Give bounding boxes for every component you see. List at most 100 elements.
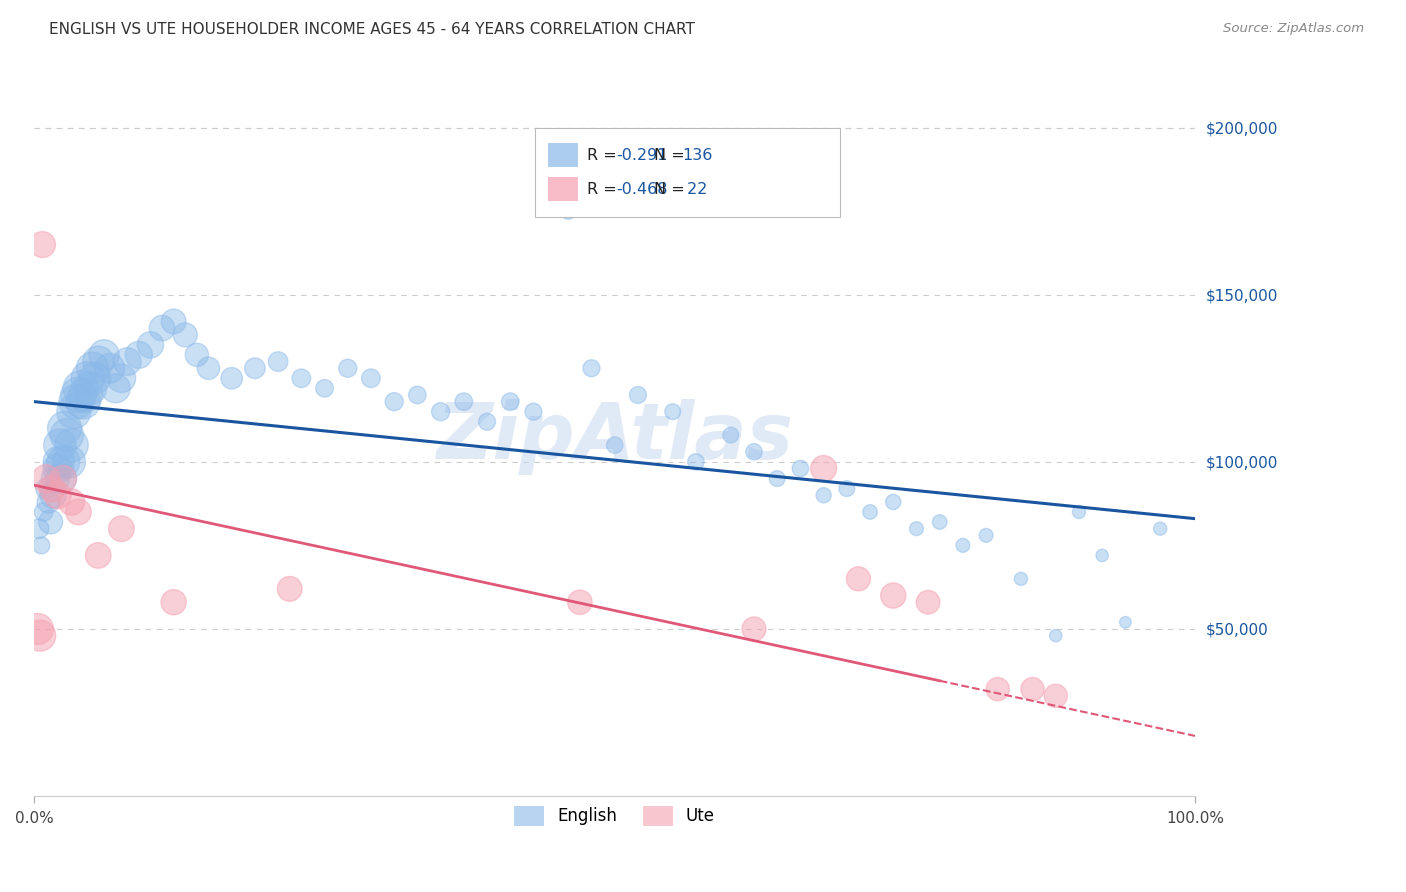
Point [882, 495, 904, 509]
Point [581, 361, 603, 376]
Point [336, 361, 359, 376]
Point [46, 488, 69, 502]
Point [603, 438, 626, 452]
Point [150, 321, 173, 335]
Legend: English, Ute: English, Ute [506, 797, 723, 835]
Text: 22: 22 [682, 182, 707, 197]
Point [48, 455, 70, 469]
Point [813, 488, 835, 502]
Point [952, 538, 974, 552]
Point [32, 505, 55, 519]
Point [72, 394, 94, 409]
Point [67, 388, 90, 402]
Point [1010, 572, 1032, 586]
Point [98, 361, 121, 376]
Point [406, 388, 429, 402]
Text: ZipAtlas: ZipAtlas [436, 399, 793, 475]
Point [110, 371, 132, 385]
Text: ENGLISH VS UTE HOUSEHOLDER INCOME AGES 45 - 64 YEARS CORRELATION CHART: ENGLISH VS UTE HOUSEHOLDER INCOME AGES 4… [49, 22, 695, 37]
Point [221, 371, 243, 385]
Point [41, 482, 63, 496]
Point [1045, 629, 1067, 643]
Point [499, 394, 522, 409]
Text: 136: 136 [682, 148, 713, 163]
Point [475, 415, 498, 429]
Point [69, 381, 91, 395]
Point [742, 445, 765, 459]
Text: R =: R = [588, 182, 621, 197]
Point [974, 528, 997, 542]
Point [813, 461, 835, 475]
Point [1021, 682, 1043, 697]
Point [139, 338, 162, 352]
Point [522, 405, 544, 419]
Point [30, 629, 52, 643]
Point [859, 505, 882, 519]
Point [46, 461, 69, 475]
Point [52, 455, 75, 469]
Point [37, 495, 59, 509]
Point [30, 538, 52, 552]
Point [987, 682, 1010, 697]
Point [93, 348, 115, 362]
Point [848, 572, 870, 586]
Text: N =: N = [654, 148, 690, 163]
Point [1067, 505, 1090, 519]
Point [104, 381, 127, 395]
Point [49, 471, 72, 485]
Point [110, 522, 132, 536]
Point [360, 371, 382, 385]
Point [928, 515, 950, 529]
Point [314, 381, 336, 395]
Text: -0.468: -0.468 [616, 182, 668, 197]
Point [267, 354, 290, 368]
Text: Source: ZipAtlas.com: Source: ZipAtlas.com [1223, 22, 1364, 36]
Point [882, 589, 904, 603]
Point [789, 461, 811, 475]
Point [278, 582, 301, 596]
Point [128, 348, 150, 362]
Point [115, 354, 138, 368]
Point [1045, 689, 1067, 703]
Point [63, 405, 86, 419]
Point [1114, 615, 1136, 630]
Point [685, 455, 707, 469]
Point [67, 505, 90, 519]
Point [87, 549, 110, 563]
Point [382, 394, 405, 409]
Point [75, 388, 97, 402]
Point [174, 327, 197, 342]
Point [79, 381, 101, 395]
Point [35, 482, 58, 496]
Text: R =: R = [588, 148, 621, 163]
Point [76, 371, 98, 385]
Point [1091, 549, 1114, 563]
Point [82, 361, 104, 376]
Point [661, 405, 683, 419]
Point [83, 371, 105, 385]
Point [31, 237, 53, 252]
Point [243, 361, 266, 376]
Point [186, 348, 208, 362]
Point [35, 471, 58, 485]
Point [835, 482, 858, 496]
Point [429, 405, 451, 419]
Point [742, 622, 765, 636]
Point [163, 314, 186, 328]
Point [44, 471, 66, 485]
Point [163, 595, 186, 609]
Point [197, 361, 219, 376]
Point [917, 595, 939, 609]
Point [42, 488, 65, 502]
Point [53, 421, 76, 435]
Point [52, 471, 75, 485]
Point [39, 515, 62, 529]
Point [766, 471, 789, 485]
Point [627, 388, 650, 402]
Point [87, 354, 110, 368]
Point [720, 428, 742, 442]
Point [28, 522, 51, 536]
Point [568, 595, 591, 609]
Text: -0.291: -0.291 [616, 148, 668, 163]
Point [60, 495, 83, 509]
